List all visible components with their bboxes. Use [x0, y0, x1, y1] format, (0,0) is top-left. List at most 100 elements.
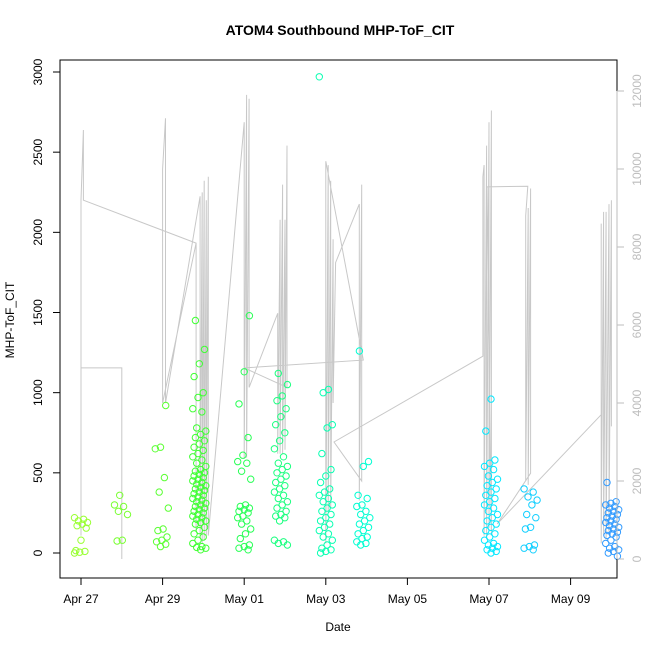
data-point-50	[190, 507, 198, 515]
data-point-94	[190, 372, 198, 381]
data-point-72	[190, 472, 198, 480]
data-point-131	[277, 510, 285, 519]
data-point-163	[323, 541, 331, 549]
data-point-132	[282, 507, 290, 515]
data-point-262	[611, 542, 619, 551]
data-point-149	[270, 445, 279, 453]
data-point-172	[327, 510, 335, 519]
data-point-18	[116, 491, 124, 499]
data-point-2	[81, 547, 89, 556]
data-point-280	[604, 509, 612, 517]
y2-tick-label-4: 8000	[630, 233, 644, 260]
data-point-182	[322, 472, 330, 480]
data-point-85	[200, 437, 209, 445]
data-point-35	[198, 542, 206, 551]
data-point-123	[245, 312, 254, 320]
data-point-250	[532, 514, 540, 522]
data-point-26	[164, 504, 173, 512]
x-tick-label-6: May 09	[551, 592, 591, 606]
data-point-242	[482, 427, 490, 435]
data-point-12	[113, 537, 121, 545]
data-point-139	[275, 485, 284, 493]
y-axis-left: 0 500 1000 1500 2000 2500 3000	[31, 58, 60, 556]
data-point-116	[237, 467, 246, 475]
data-point-230	[491, 494, 499, 503]
data-point-151	[281, 429, 289, 437]
data-point-253	[533, 496, 541, 504]
data-point-286	[607, 499, 615, 507]
data-point-89	[193, 424, 201, 432]
data-point-208	[364, 457, 373, 466]
data-point-32	[196, 546, 205, 554]
data-point-47	[189, 512, 197, 520]
data-point-178	[315, 491, 323, 499]
data-point-221	[487, 523, 495, 531]
y-tick-label-1: 500	[31, 463, 45, 483]
data-point-216	[489, 539, 498, 548]
data-point-185	[323, 424, 331, 432]
data-point-25	[159, 525, 167, 533]
data-point-5	[82, 524, 90, 532]
x-tick-label-4: May 05	[388, 592, 428, 606]
data-point-254	[524, 493, 532, 501]
data-point-118	[234, 457, 242, 466]
data-point-137	[279, 491, 288, 499]
data-point-176	[319, 498, 327, 506]
data-point-201	[357, 510, 365, 519]
data-point-20	[162, 540, 170, 548]
data-point-146	[283, 462, 292, 471]
data-point-197	[364, 523, 373, 531]
data-point-155	[273, 397, 281, 405]
data-point-187	[319, 389, 327, 397]
data-point-202	[362, 507, 370, 515]
data-point-16	[119, 502, 128, 511]
data-point-64	[191, 485, 200, 493]
data-point-28	[160, 473, 169, 482]
data-point-255	[529, 488, 537, 496]
data-point-222	[492, 520, 500, 528]
data-point-4	[77, 536, 85, 544]
secondary-line-path	[80, 94, 612, 559]
data-point-205	[363, 494, 371, 503]
data-point-127	[270, 536, 279, 544]
data-point-204	[358, 501, 366, 509]
data-point-130	[272, 512, 280, 520]
data-point-189	[315, 73, 323, 81]
data-point-274	[602, 518, 610, 527]
data-point-40	[195, 526, 204, 535]
data-point-288	[603, 478, 611, 487]
data-point-236	[493, 475, 502, 483]
data-point-164	[328, 536, 336, 544]
data-point-24	[154, 526, 162, 535]
data-point-92	[194, 393, 202, 402]
y2-tick-label-3: 6000	[630, 311, 644, 338]
data-point-99	[235, 544, 243, 552]
data-point-1	[76, 548, 84, 556]
data-point-106	[243, 517, 251, 525]
data-point-105	[237, 520, 246, 528]
data-point-156	[278, 392, 286, 400]
data-point-239	[480, 462, 489, 471]
data-point-117	[243, 459, 251, 467]
data-point-245	[520, 544, 528, 552]
data-point-110	[235, 507, 243, 515]
data-point-100	[240, 542, 248, 551]
data-point-122	[240, 368, 248, 376]
data-point-27	[155, 488, 163, 496]
data-point-119	[239, 451, 247, 459]
data-point-188	[324, 385, 333, 394]
data-point-134	[278, 501, 286, 509]
x-axis-label: Date	[325, 620, 351, 634]
x-axis: Apr 27 Apr 29 May 01 May 03 May 05 May 07 May …	[63, 577, 591, 606]
data-point-232	[487, 488, 495, 496]
data-point-243	[487, 395, 495, 403]
data-point-198	[355, 520, 364, 528]
data-point-145	[278, 465, 286, 474]
data-point-96	[200, 345, 209, 354]
x-tick-label-2: May 01	[225, 592, 265, 606]
data-point-76	[196, 465, 205, 474]
data-point-193	[358, 534, 366, 543]
data-point-88	[202, 427, 210, 435]
y-axis-label: MHP-ToF_CIT	[3, 281, 17, 358]
